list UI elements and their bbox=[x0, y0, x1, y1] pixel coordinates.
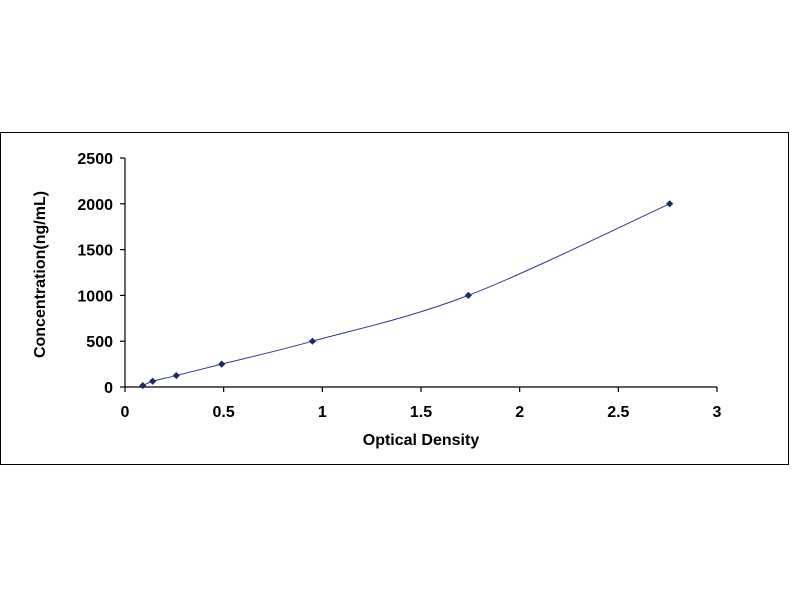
y-tick-label: 1500 bbox=[77, 243, 113, 260]
standard-curve-chart: 0 500 1000 1500 2000 2500 0 0.5 1 1.5 2 2.5 3 Optica… bbox=[32, 151, 722, 449]
y-tick-label: 500 bbox=[86, 334, 113, 351]
x-tick-label: 1 bbox=[318, 404, 327, 421]
y-tick-label: 2500 bbox=[77, 151, 113, 168]
chart-frame: 0 500 1000 1500 2000 2500 0 0.5 1 1.5 2 2.5 3 Optica… bbox=[0, 132, 789, 465]
axes-layer bbox=[124, 158, 717, 388]
standard-curve-line bbox=[142, 203, 670, 387]
x-tick-label: 0 bbox=[121, 404, 130, 421]
data-point-marker bbox=[172, 371, 180, 380]
y-axis-title: Concentration(ng/mL) bbox=[32, 191, 49, 358]
data-point-marker bbox=[308, 337, 317, 345]
y-tick-label: 0 bbox=[104, 380, 113, 397]
curve-layer bbox=[142, 203, 670, 387]
x-axis-title: Optical Density bbox=[363, 432, 480, 449]
points-layer bbox=[139, 200, 674, 390]
ticks-layer: 0 500 1000 1500 2000 2500 0 0.5 1 1.5 2 2.5 3 bbox=[77, 151, 721, 421]
data-point-marker bbox=[666, 200, 674, 208]
data-point-marker bbox=[149, 377, 157, 385]
x-tick-label: 0.5 bbox=[213, 404, 235, 421]
data-point-marker bbox=[218, 360, 226, 368]
x-tick-label: 2.5 bbox=[607, 404, 629, 421]
x-tick-label: 2 bbox=[515, 404, 524, 421]
y-tick-label: 2000 bbox=[77, 197, 113, 214]
y-tick-label: 1000 bbox=[77, 288, 113, 305]
data-point-marker bbox=[464, 291, 472, 299]
x-tick-label: 3 bbox=[713, 404, 722, 421]
x-tick-label: 1.5 bbox=[410, 404, 432, 421]
data-point-marker bbox=[139, 381, 147, 390]
